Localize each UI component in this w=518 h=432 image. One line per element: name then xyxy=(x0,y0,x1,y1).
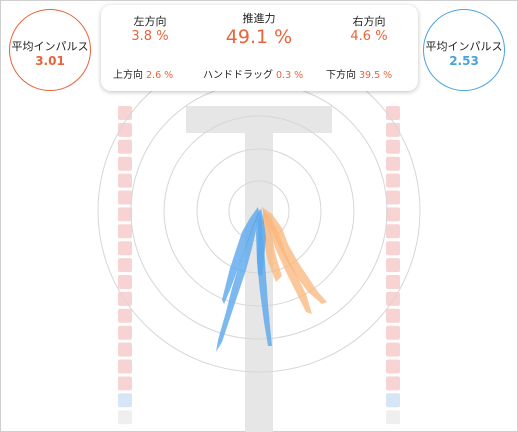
lane-marker xyxy=(386,325,400,340)
up-direction-stat: 上方向 2.6 % xyxy=(113,66,173,81)
down-direction-stat: 下方向 39.5 % xyxy=(326,66,392,81)
lane-marker xyxy=(118,275,132,289)
hand-drag-label: ハンドドラッグ xyxy=(203,70,273,81)
lane-marker xyxy=(386,393,400,408)
up-direction-value: 2.6 % xyxy=(146,70,174,81)
right-direction-value: 4.6 % xyxy=(350,29,388,44)
lane-marker xyxy=(386,342,400,357)
right-direction-label: 右方向 xyxy=(352,15,386,28)
right-direction-stat: 右方向 4.6 % xyxy=(330,13,408,44)
lane-marker xyxy=(118,342,132,357)
lane-marker xyxy=(118,325,132,340)
lane-marker xyxy=(386,207,400,222)
propulsion-stat: 推進力 49.1 % xyxy=(209,10,309,48)
lane-marker xyxy=(386,308,400,323)
right-impulse-label: 平均インパルス xyxy=(425,40,503,53)
left-stroke-shape xyxy=(222,207,259,304)
lane-marker xyxy=(386,275,400,289)
down-direction-value: 39.5 % xyxy=(359,70,393,81)
lane-marker xyxy=(118,241,132,256)
lane-marker xyxy=(118,359,132,374)
right-average-impulse-badge: 平均インパルス 2.53 xyxy=(423,9,505,91)
lane-marker xyxy=(386,224,400,239)
lane-marker xyxy=(118,410,132,425)
lane-marker xyxy=(386,173,400,188)
lane-marker xyxy=(386,156,400,171)
left-stroke-shape xyxy=(257,208,266,276)
lane-marker xyxy=(386,291,400,306)
lane-marker xyxy=(118,207,132,222)
lane-markers-right xyxy=(386,106,400,425)
lane-marker xyxy=(118,139,132,154)
propulsion-label: 推進力 xyxy=(242,12,276,25)
lane-marker xyxy=(386,241,400,256)
left-direction-value: 3.8 % xyxy=(131,29,169,44)
left-impulse-value: 3.01 xyxy=(35,54,65,68)
lane-marker xyxy=(118,376,132,391)
hand-drag-stat: ハンドドラッグ 0.3 % xyxy=(203,66,303,81)
lane-marker xyxy=(118,258,132,273)
propulsion-value: 49.1 % xyxy=(225,26,293,48)
up-direction-label: 上方向 xyxy=(113,70,143,81)
range-ring xyxy=(163,115,355,307)
lane-markers-left xyxy=(118,106,132,425)
lane-marker xyxy=(386,139,400,154)
right-stroke-shape xyxy=(262,211,282,282)
lane-marker xyxy=(386,106,400,120)
lane-marker xyxy=(118,393,132,408)
left-impulse-label: 平均インパルス xyxy=(11,40,89,53)
force-direction-stats-panel: 左方向 3.8 % 推進力 49.1 % 右方向 4.6 % 上方向 2.6 % … xyxy=(101,5,418,91)
lane-marker xyxy=(118,106,132,120)
right-stroke-shape xyxy=(263,209,312,314)
lane-marker xyxy=(386,376,400,391)
left-direction-label: 左方向 xyxy=(133,15,167,28)
right-stroke-shape xyxy=(262,207,327,304)
hand-drag-value: 0.3 % xyxy=(276,70,304,81)
lane-marker xyxy=(386,258,400,273)
left-average-impulse-badge: 平均インパルス 3.01 xyxy=(9,9,91,91)
lane-marker xyxy=(118,173,132,188)
lane-marker xyxy=(386,190,400,205)
right-impulse-value: 2.53 xyxy=(449,54,479,68)
lane-marker xyxy=(386,410,400,425)
lane-marker xyxy=(118,308,132,323)
lane-marker xyxy=(118,190,132,205)
left-direction-stat: 左方向 3.8 % xyxy=(111,13,189,44)
right-hand-strokes xyxy=(262,207,327,314)
lane-marker xyxy=(118,224,132,239)
down-direction-label: 下方向 xyxy=(326,70,356,81)
lane-marker xyxy=(386,359,400,374)
lane-marker xyxy=(118,156,132,171)
left-hand-strokes xyxy=(216,207,272,352)
lane-marker xyxy=(118,291,132,306)
left-stroke-shape xyxy=(216,209,259,352)
